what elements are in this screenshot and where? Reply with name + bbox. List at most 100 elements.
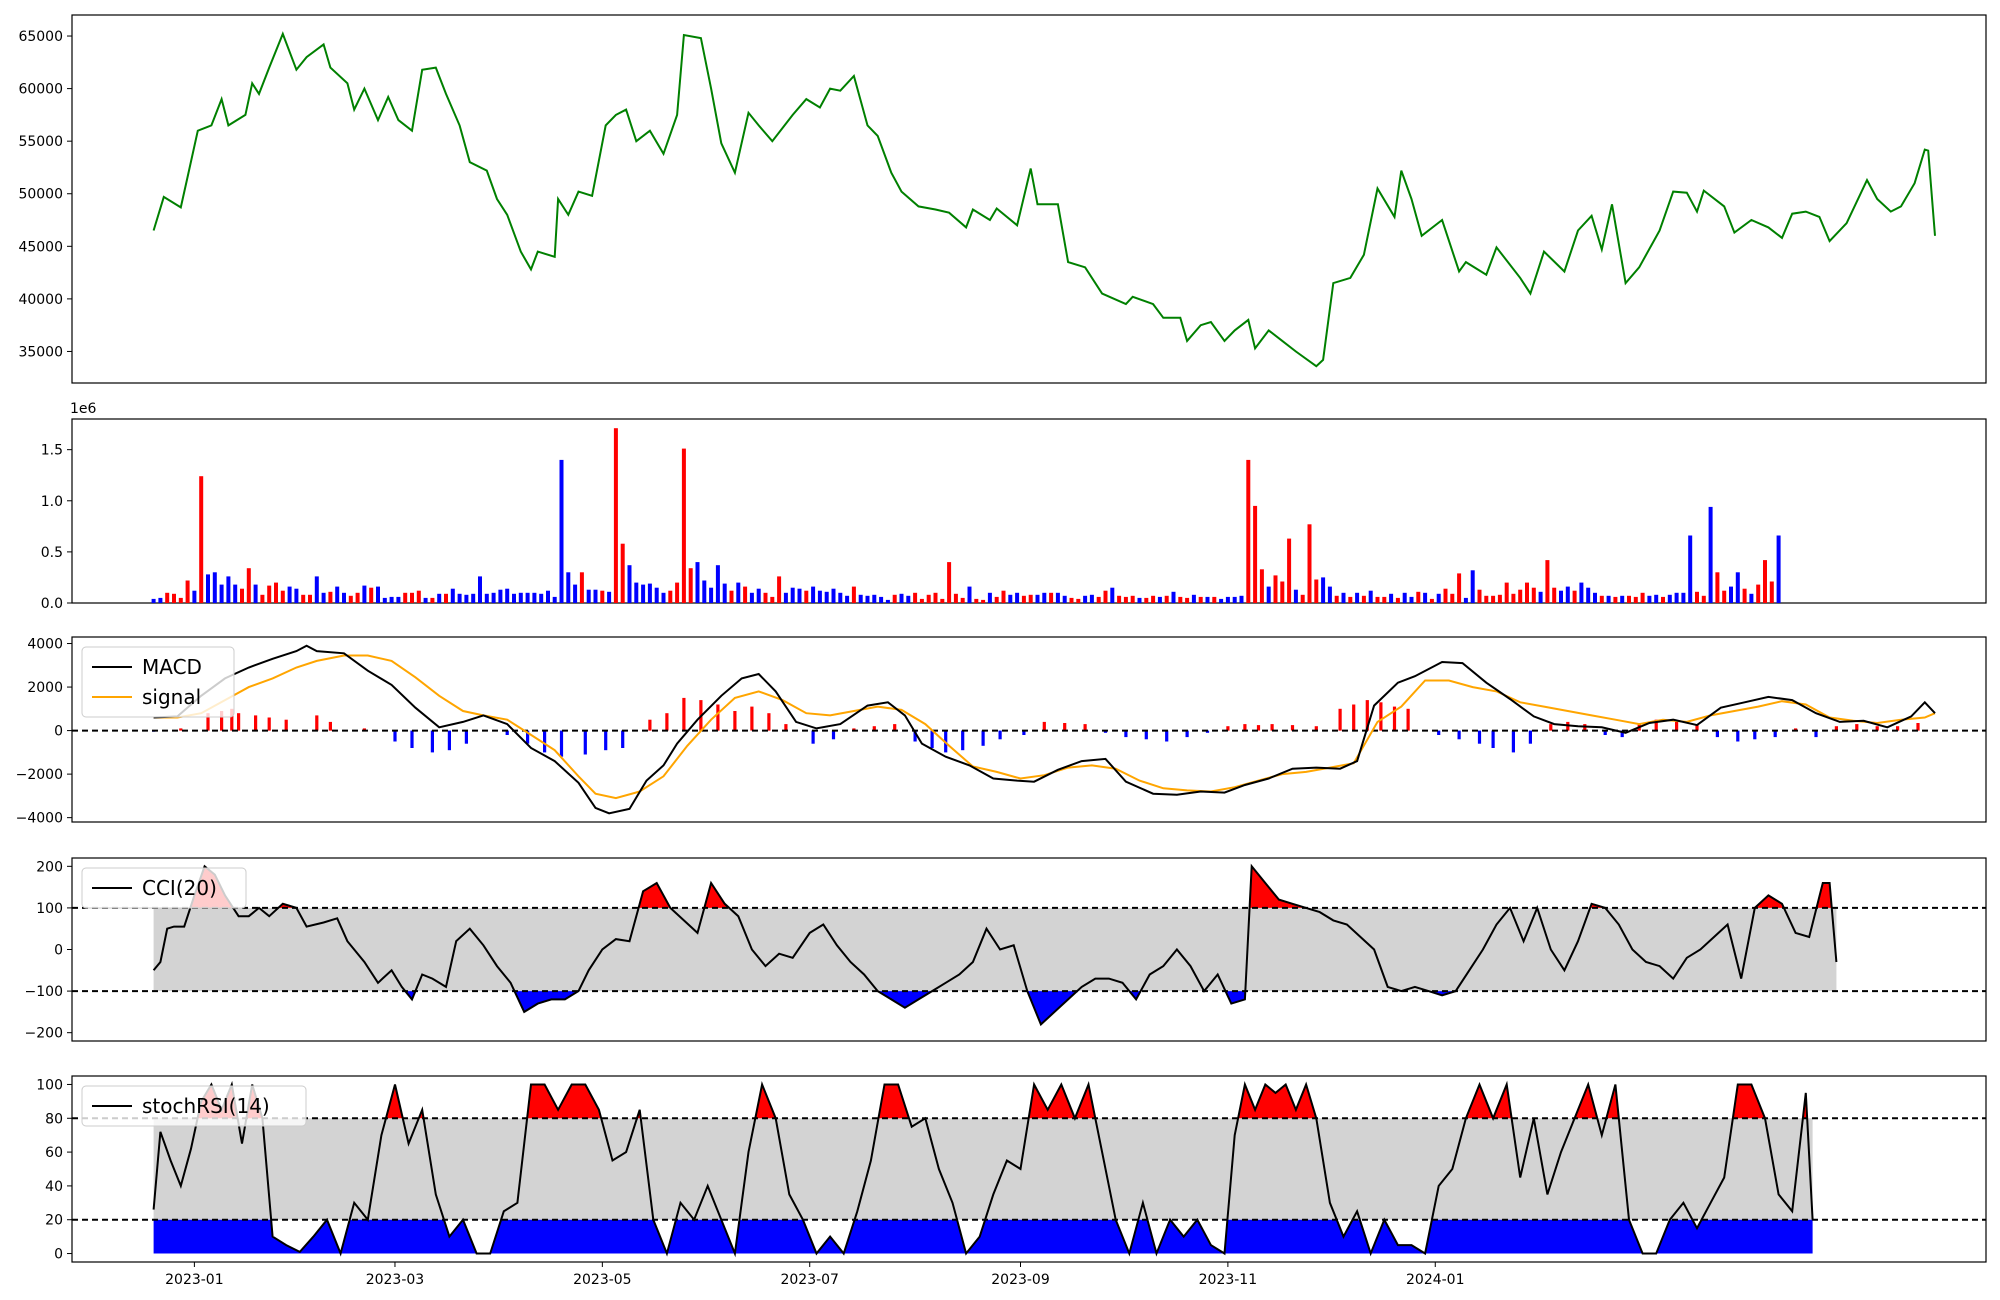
macd-histogram-bar bbox=[621, 730, 625, 748]
volume-bar bbox=[1674, 592, 1679, 603]
volume-bar bbox=[974, 598, 979, 603]
volume-bar bbox=[389, 596, 394, 603]
volume-bar bbox=[1423, 592, 1428, 603]
volume-bar bbox=[1661, 596, 1665, 603]
macd-histogram-bar bbox=[1144, 730, 1148, 740]
volume-bar bbox=[321, 592, 326, 603]
volume-bar bbox=[1627, 595, 1631, 603]
signal-line bbox=[153, 654, 1936, 800]
volume-bar bbox=[865, 595, 870, 603]
macd-histogram-bar bbox=[1603, 730, 1607, 735]
macd-histogram-bar bbox=[716, 704, 720, 731]
volume-bar bbox=[444, 593, 448, 603]
macd-histogram-bar bbox=[784, 724, 788, 731]
volume-bar bbox=[715, 565, 720, 603]
volume-bar bbox=[151, 598, 156, 603]
volume-bar bbox=[301, 594, 306, 603]
panel-1-frame bbox=[71, 14, 1987, 384]
volume-bar bbox=[756, 588, 761, 603]
volume-bar bbox=[457, 593, 462, 603]
volume-bar bbox=[1708, 506, 1713, 603]
volume-bar bbox=[1402, 592, 1407, 603]
macd-histogram-bar bbox=[1022, 730, 1026, 735]
volume-bar bbox=[566, 572, 571, 603]
volume-bar bbox=[559, 459, 564, 603]
volume-bar bbox=[552, 596, 557, 603]
volume-bar bbox=[1341, 592, 1346, 603]
volume-bar bbox=[525, 592, 530, 603]
y-tick-label: 0 bbox=[54, 724, 63, 740]
volume-bar bbox=[430, 597, 435, 603]
volume-bar bbox=[613, 428, 618, 603]
volume-bar bbox=[940, 598, 945, 603]
volume-bar bbox=[1130, 595, 1135, 603]
macd-histogram-bar bbox=[559, 730, 564, 757]
macd-histogram-bar bbox=[872, 726, 876, 731]
volume-bar bbox=[824, 591, 829, 603]
volume-bar bbox=[879, 596, 884, 603]
volume-bar bbox=[593, 589, 598, 603]
volume-bar bbox=[192, 590, 197, 603]
macd-histogram-bar bbox=[1794, 728, 1798, 731]
volume-bar bbox=[1259, 569, 1264, 603]
x-tick-label: 2024-01 bbox=[1406, 1272, 1465, 1288]
volume-bar bbox=[1531, 587, 1536, 603]
volume-bar bbox=[1681, 592, 1686, 603]
macd-histogram-bar bbox=[1256, 725, 1261, 731]
macd-histogram-bar bbox=[393, 730, 397, 742]
macd-histogram-bar bbox=[1243, 724, 1247, 731]
macd-histogram-bar bbox=[1773, 730, 1777, 738]
volume-bar bbox=[906, 595, 911, 603]
volume-bar bbox=[1287, 538, 1292, 603]
macd-histogram-bar bbox=[648, 719, 652, 731]
volume-bar bbox=[498, 589, 503, 603]
macd-histogram-bar bbox=[1875, 726, 1879, 731]
macd-histogram-bar bbox=[220, 711, 224, 731]
y-tick-label: 100 bbox=[36, 901, 63, 917]
macd-histogram-bar bbox=[1165, 730, 1169, 742]
volume-bar bbox=[960, 597, 965, 603]
volume-bar bbox=[1178, 596, 1183, 603]
macd-histogram-bar bbox=[1814, 730, 1818, 738]
panel-3-legend-box bbox=[81, 646, 235, 718]
y-tick-label: 2000 bbox=[27, 680, 63, 696]
volume-bar bbox=[831, 588, 836, 603]
y-tick-label: 40 bbox=[45, 1179, 63, 1195]
macd-histogram-bar bbox=[1855, 724, 1859, 731]
volume-bar bbox=[1083, 595, 1088, 603]
volume-bar bbox=[314, 576, 319, 603]
macd-histogram-bar bbox=[1063, 723, 1067, 731]
volume-bar bbox=[1028, 594, 1033, 603]
volume-bar bbox=[1552, 587, 1557, 603]
macd-histogram-bar bbox=[811, 730, 815, 744]
y-tick-label: −2000 bbox=[16, 767, 63, 783]
volume-bar bbox=[967, 586, 972, 603]
volume-bar bbox=[491, 592, 496, 603]
volume-bar bbox=[287, 586, 292, 603]
volume-bar bbox=[546, 590, 550, 603]
legend-label: CCI(20) bbox=[142, 876, 217, 900]
volume-bar bbox=[1117, 595, 1122, 603]
volume-bar bbox=[586, 589, 591, 603]
volume-bar bbox=[1504, 582, 1509, 603]
volume-bar bbox=[1763, 560, 1767, 603]
volume-bar bbox=[647, 583, 652, 603]
y-tick-label: −4000 bbox=[16, 811, 63, 827]
volume-bar bbox=[1395, 597, 1400, 603]
volume-bar bbox=[1253, 505, 1258, 603]
volume-bar bbox=[1735, 572, 1740, 603]
macd-histogram-bar bbox=[1185, 730, 1189, 738]
y-tick-label: −200 bbox=[25, 1026, 63, 1042]
volume-bar bbox=[709, 587, 714, 603]
volume-bar bbox=[579, 572, 584, 603]
volume-bar bbox=[1375, 596, 1380, 603]
volume-bar bbox=[1450, 593, 1455, 603]
volume-bar bbox=[1151, 595, 1156, 603]
volume-bar bbox=[1525, 582, 1529, 603]
volume-bar bbox=[634, 582, 639, 603]
y-tick-label: 65000 bbox=[18, 29, 63, 45]
volume-bar bbox=[1416, 591, 1421, 603]
macd-histogram-bar bbox=[254, 715, 258, 731]
volume-bar bbox=[858, 594, 863, 603]
volume-bar bbox=[1293, 589, 1298, 603]
